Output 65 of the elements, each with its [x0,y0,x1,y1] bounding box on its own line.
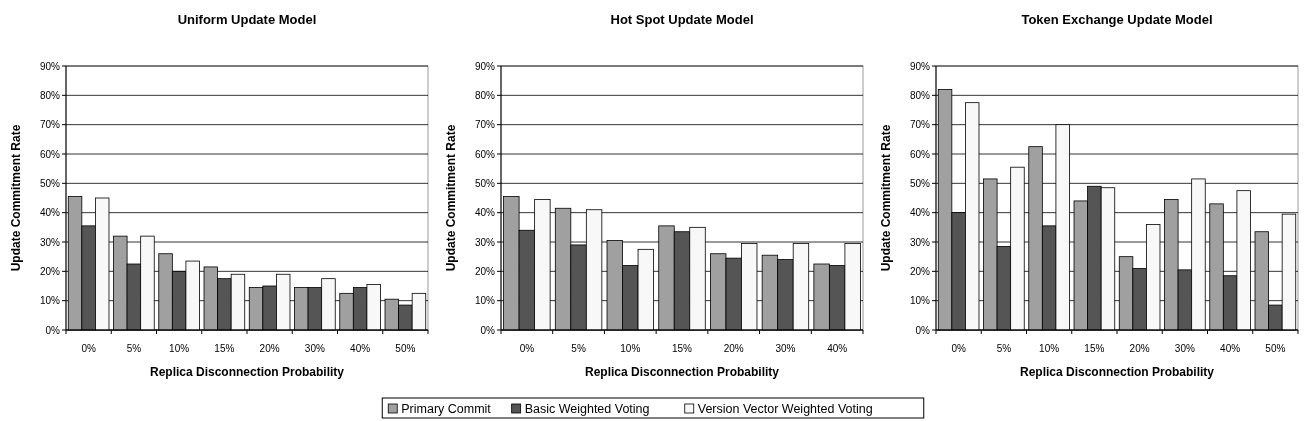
x-tick-label: 40% [827,343,848,354]
x-tick-label: 30% [1174,343,1195,354]
x-tick-label: 50% [395,343,416,354]
chart-title: Hot Spot Update Model [610,12,754,27]
legend-label: Version Vector Weighted Voting [697,402,873,416]
x-tick-label: 20% [1129,343,1150,354]
x-tick-label: 30% [304,343,325,354]
y-tick-label: 10% [39,295,61,307]
legend-label: Basic Weighted Voting [524,402,650,416]
x-tick-label: 20% [259,343,280,354]
y-tick-label: 30% [39,236,61,248]
y-tick-label: 40% [39,207,61,219]
x-axis-title: Replica Disconnection Probability [149,365,345,379]
y-tick-label: 90% [474,60,496,72]
x-tick-label: 0% [519,343,535,354]
y-tick-label: 80% [909,89,931,101]
y-tick-label: 60% [909,148,931,160]
y-tick-label: 30% [909,236,931,248]
y-tick-label: 60% [474,148,496,160]
x-tick-label: 5% [126,343,142,354]
y-tick-label: 20% [909,265,931,277]
x-tick-label: 40% [1220,343,1241,354]
y-axis-title: Update Commitment Rate [9,124,23,272]
y-tick-label: 20% [474,265,496,277]
y-tick-label: 50% [909,177,931,189]
y-tick-label: 90% [909,60,931,72]
x-tick-label: 10% [169,343,190,354]
y-axis-title: Update Commitment Rate [879,124,893,272]
y-tick-label: 70% [39,119,61,131]
y-axis-title: Update Commitment Rate [444,124,458,272]
x-axis-title: Replica Disconnection Probability [584,365,780,379]
y-tick-label: 10% [909,295,931,307]
x-axis-title: Replica Disconnection Probability [1019,365,1215,379]
x-tick-label: 15% [214,343,235,354]
x-tick-label: 20% [723,343,744,354]
x-tick-label: 5% [996,343,1012,354]
legend-label: Primary Commit [401,402,492,416]
y-tick-label: 50% [474,177,496,189]
y-tick-label: 0% [915,324,931,336]
x-tick-label: 30% [775,343,796,354]
chart-title: Uniform Update Model [177,12,317,27]
y-tick-label: 30% [474,236,496,248]
y-tick-label: 80% [474,89,496,101]
x-tick-label: 0% [951,343,966,354]
x-tick-label: 10% [620,343,641,354]
x-tick-label: 15% [1084,343,1105,354]
x-tick-label: 5% [571,343,586,354]
y-tick-label: 40% [474,207,496,219]
x-tick-label: 15% [671,343,693,354]
y-tick-label: 40% [909,207,931,219]
y-tick-label: 60% [39,148,61,160]
y-tick-label: 0% [480,324,496,336]
chart-title: Token Exchange Update Model [1021,12,1213,27]
x-tick-label: 10% [1039,343,1060,354]
y-tick-label: 90% [39,60,61,72]
y-tick-label: 20% [39,265,61,277]
y-tick-label: 70% [474,119,496,131]
x-tick-label: 50% [1265,343,1286,354]
y-tick-label: 50% [39,177,61,189]
x-tick-label: 0% [81,343,96,354]
y-tick-label: 70% [909,119,931,131]
y-tick-label: 0% [45,324,61,336]
y-tick-label: 10% [474,295,496,307]
y-tick-label: 80% [39,89,61,101]
x-tick-label: 40% [350,343,371,354]
